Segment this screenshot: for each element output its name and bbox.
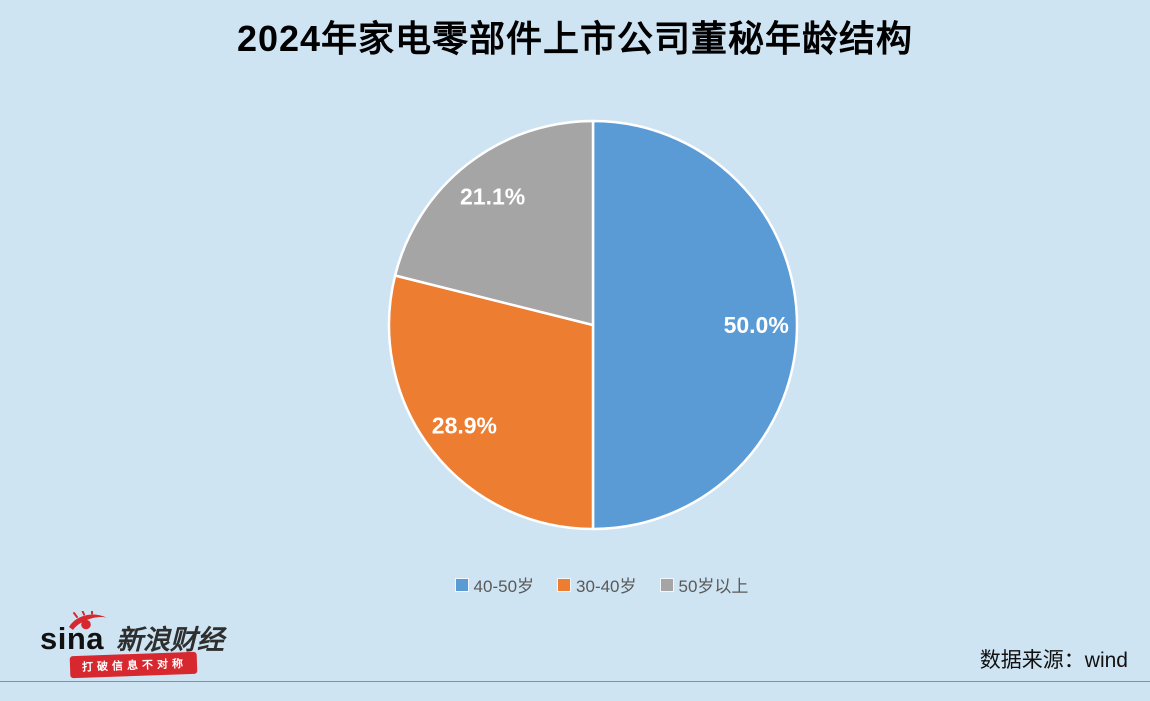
logo-slogan-banner: 打破信息不对称 [69, 651, 198, 679]
chart-legend: 40-50岁 30-40岁 50岁以上 [27, 572, 1150, 597]
legend-item-40-50: 40-50岁 [454, 572, 535, 597]
footer-divider [0, 681, 1150, 682]
logo-brand-row: sina 新浪财经 [40, 623, 224, 654]
logo-brand-en: sina [40, 621, 105, 656]
legend-swatch-gray-icon [659, 577, 674, 592]
pie-slice-label-2: 21.1% [460, 183, 525, 209]
legend-label: 30-40岁 [576, 577, 637, 596]
pie-chart: 50.0% 28.9% 21.1% [387, 119, 799, 531]
legend-label: 50岁以上 [678, 577, 749, 596]
data-source-label: 数据来源：wind [979, 649, 1128, 672]
pie-slice-label-1: 28.9% [432, 412, 497, 438]
legend-item-30-40: 30-40岁 [557, 572, 637, 597]
sina-eye-icon [69, 611, 107, 630]
pie-slice-label-0: 50.0% [724, 312, 789, 338]
pie-slice-1 [387, 274, 595, 531]
page-title: 2024年家电零部件上市公司董秘年龄结构 [236, 18, 914, 59]
pie-slice-2 [393, 119, 595, 327]
legend-item-50plus: 50岁以上 [659, 572, 749, 597]
legend-label: 40-50岁 [473, 577, 535, 596]
sina-finance-logo: sina 新浪财经 打破信息不对称 [40, 610, 270, 679]
legend-swatch-orange-icon [557, 577, 572, 592]
logo-brand-cn: 新浪财经 [116, 625, 225, 655]
legend-swatch-blue-icon [454, 577, 469, 592]
pie-slice-0 [591, 119, 799, 531]
